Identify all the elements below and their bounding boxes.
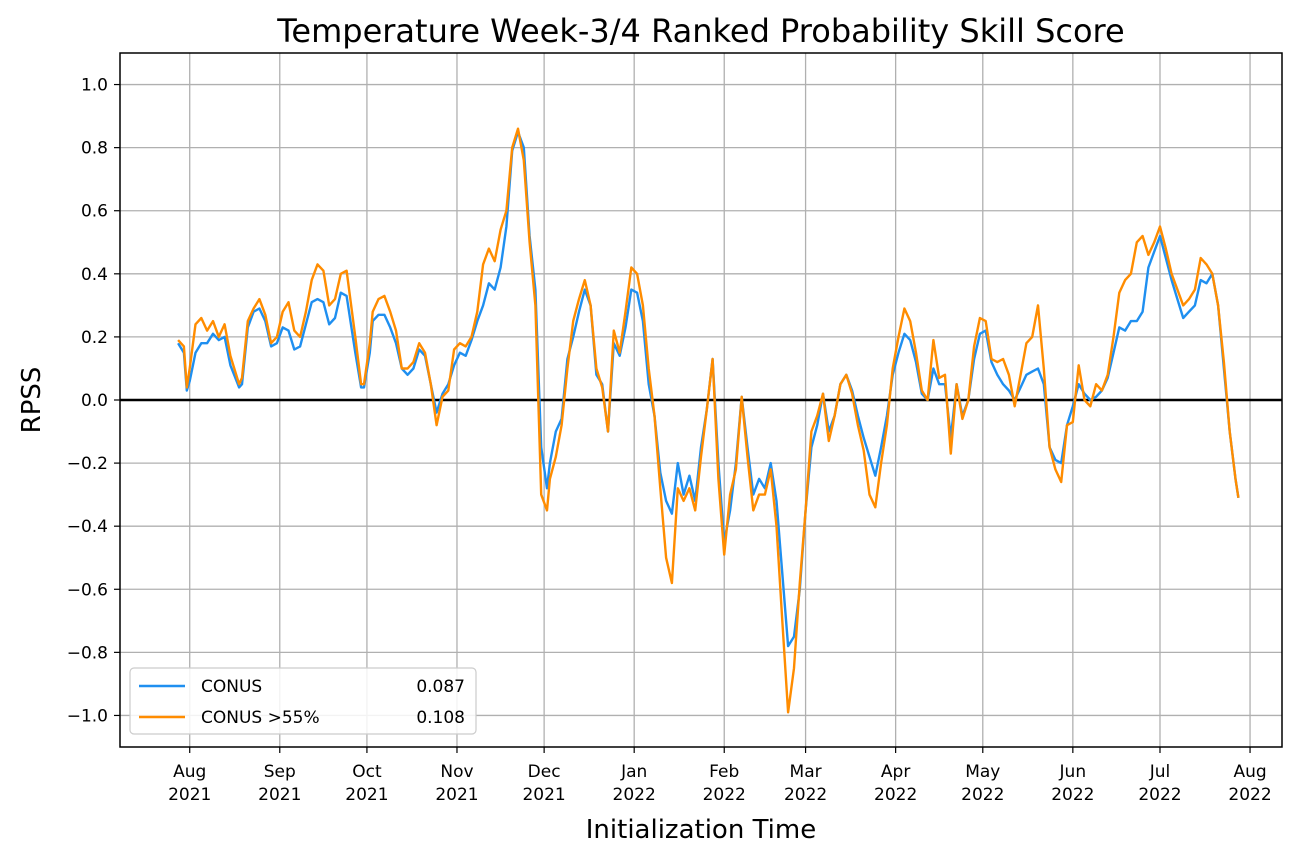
x-tick-month: Nov <box>440 762 473 782</box>
x-axis-label: Initialization Time <box>586 815 816 845</box>
legend-label-conus-55: CONUS >55% <box>201 708 320 728</box>
y-tick-label: 0.4 <box>81 265 108 285</box>
y-tick-label: −0.8 <box>67 643 108 663</box>
y-tick-label: 0.2 <box>81 328 108 348</box>
legend: CONUS 0.087 CONUS >55% 0.108 <box>129 667 477 735</box>
x-tick-month: Sep <box>264 762 296 782</box>
y-tick-label: 1.0 <box>81 76 108 96</box>
y-tick-label: −0.6 <box>67 580 108 600</box>
x-tick-year: 2022 <box>1138 785 1181 805</box>
x-tick-month: Jan <box>620 762 647 782</box>
axis-ticks: −1.0 −0.8 −0.6 −0.4 −0.2 0.0 0.2 0.4 0.6 0.8 1.0 Au… <box>67 76 1272 805</box>
x-tick-month: Feb <box>709 762 739 782</box>
x-tick-month: Dec <box>528 762 561 782</box>
x-tick-month: Mar <box>790 762 822 782</box>
x-tick-year: 2021 <box>435 785 478 805</box>
x-tick-year: 2021 <box>345 785 388 805</box>
x-tick-year: 2021 <box>522 785 565 805</box>
y-tick-label: −0.4 <box>67 517 108 537</box>
legend-label-conus: CONUS <box>201 677 262 697</box>
x-tick-month: Apr <box>881 762 910 782</box>
chart-title: Temperature Week-3/4 Ranked Probability … <box>276 12 1124 50</box>
legend-score-conus-55: 0.108 <box>416 708 465 728</box>
y-axis-label: RPSS <box>17 367 47 434</box>
x-tick-month: Jun <box>1059 762 1087 782</box>
x-tick-month: May <box>965 762 1000 782</box>
x-tick-year: 2021 <box>258 785 301 805</box>
x-tick-year: 2022 <box>784 785 827 805</box>
x-tick-year: 2022 <box>703 785 746 805</box>
x-tick-year: 2022 <box>874 785 917 805</box>
y-tick-label: 0.0 <box>81 391 108 411</box>
x-tick-month: Aug <box>173 762 206 782</box>
x-tick-year: 2022 <box>613 785 656 805</box>
x-tick-year: 2022 <box>1228 785 1271 805</box>
y-tick-label: −0.2 <box>67 454 108 474</box>
x-tick-year: 2022 <box>1051 785 1094 805</box>
series-line-1 <box>177 127 1240 714</box>
legend-box <box>129 667 477 735</box>
x-tick-month: Oct <box>352 762 382 782</box>
x-tick-year: 2022 <box>961 785 1004 805</box>
y-tick-label: 0.8 <box>81 139 108 159</box>
x-tick-month: Aug <box>1233 762 1266 782</box>
legend-score-conus: 0.087 <box>416 677 465 697</box>
y-tick-label: 0.6 <box>81 202 108 222</box>
series-layer <box>177 127 1240 714</box>
x-tick-month: Jul <box>1149 762 1171 782</box>
y-tick-label: −1.0 <box>67 706 108 726</box>
x-tick-year: 2021 <box>168 785 211 805</box>
